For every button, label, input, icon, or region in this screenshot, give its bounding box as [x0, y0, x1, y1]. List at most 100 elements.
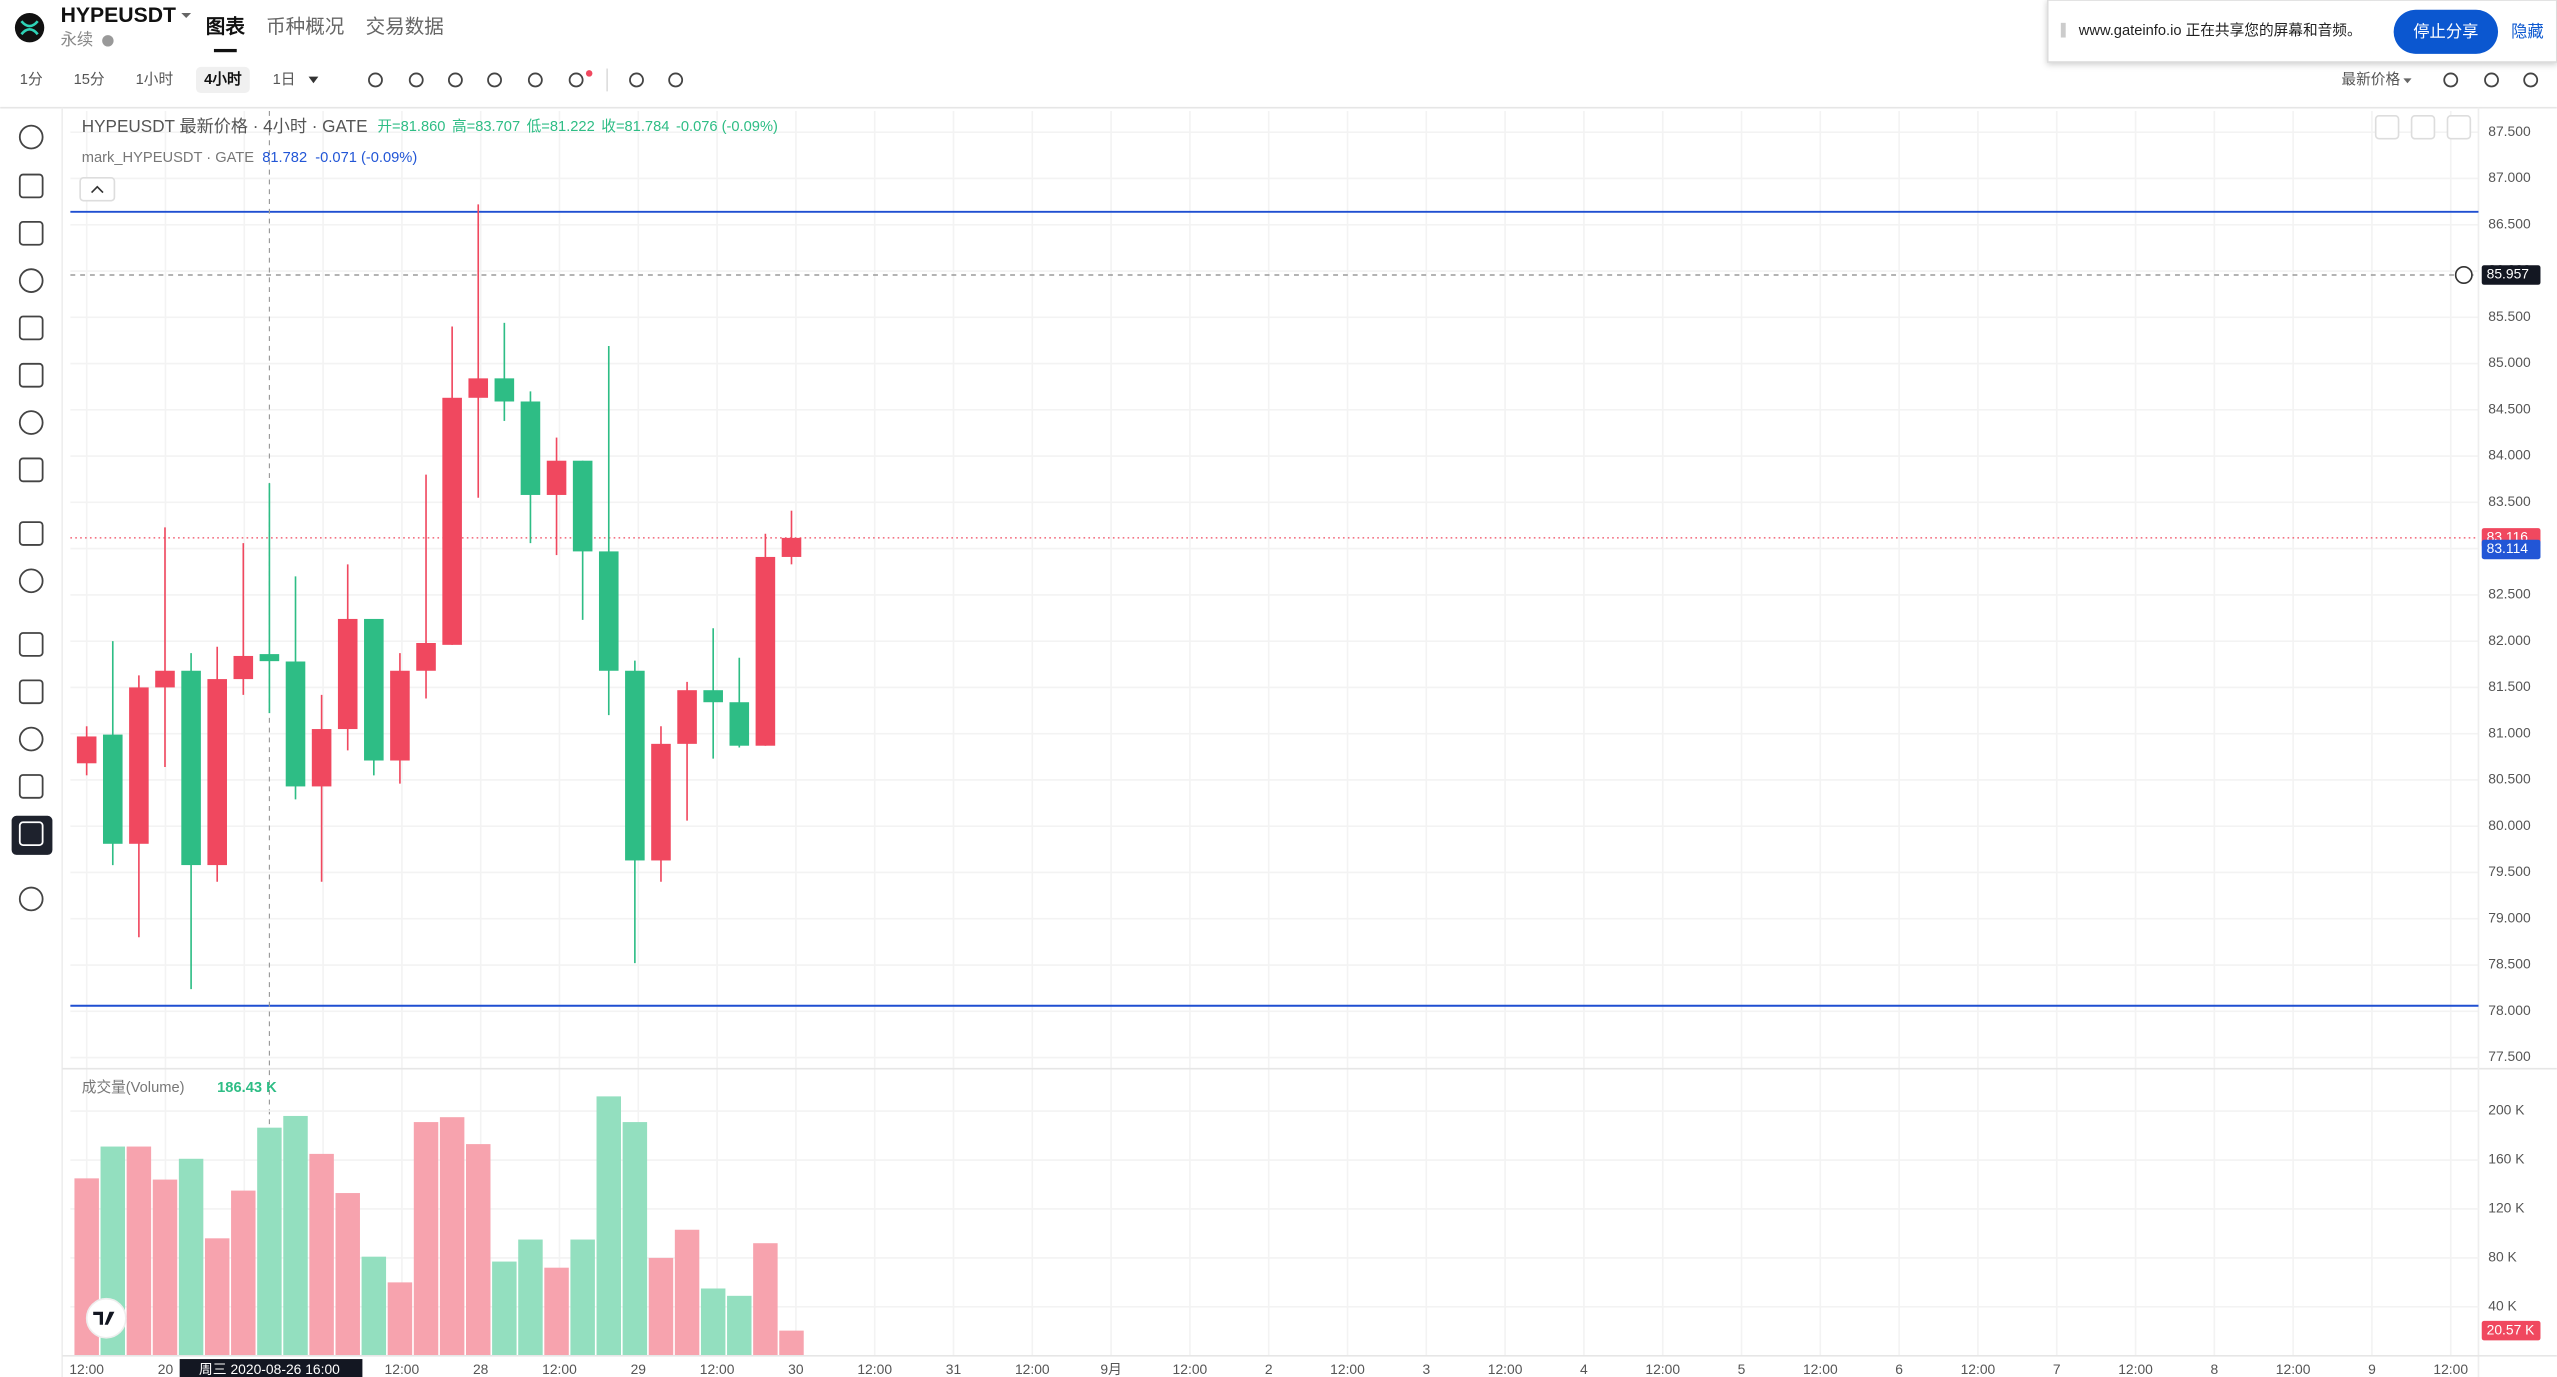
- toolbar-icon[interactable]: [2443, 72, 2459, 88]
- y-tick-label: 120 K: [2488, 1200, 2525, 1216]
- symbol[interactable]: HYPEUSDT: [61, 4, 176, 27]
- y-tick-label: 85.000: [2488, 354, 2531, 370]
- y-tick-label: 84.500: [2488, 400, 2531, 416]
- x-tick-label: 9月: [1100, 1361, 1122, 1377]
- volume-bar: [727, 1295, 752, 1356]
- tool-icon[interactable]: [18, 268, 44, 293]
- x-tick-label: 7: [2053, 1361, 2061, 1377]
- logo[interactable]: [14, 13, 45, 43]
- tv-logo: [85, 1297, 127, 1339]
- interval[interactable]: 1日: [273, 72, 296, 88]
- tool-icon[interactable]: [18, 726, 44, 752]
- stop-button[interactable]: [2393, 9, 2499, 54]
- candle-body: [233, 655, 254, 680]
- volume-bar: [309, 1153, 334, 1356]
- tool-icon[interactable]: [18, 774, 44, 799]
- toolbar-icon[interactable]: [668, 72, 684, 88]
- toolbar-icon[interactable]: [408, 72, 424, 88]
- logo-mark: [20, 20, 39, 36]
- x-tick-label: 6: [1895, 1361, 1903, 1377]
- mark-legend: 81.782: [262, 150, 307, 166]
- y-tick-label: 80.500: [2488, 771, 2531, 787]
- price-label-bg: [2481, 265, 2541, 285]
- tab[interactable]: 币种概况: [266, 16, 344, 38]
- candle-body: [207, 679, 227, 866]
- volume-bar: [152, 1179, 178, 1356]
- volume-bar: [596, 1096, 621, 1356]
- interval[interactable]: 1分: [20, 71, 43, 88]
- x-tick-label: 29: [631, 1361, 647, 1377]
- price-mode[interactable]: 最新价格: [2341, 71, 2400, 88]
- y-tick-label: 87.000: [2488, 169, 2531, 185]
- x-tick-label: 12:00: [1015, 1361, 1050, 1377]
- interval[interactable]: 15分: [74, 71, 105, 88]
- toolbar-icon[interactable]: [368, 72, 383, 88]
- interval[interactable]: 4小时: [204, 71, 242, 88]
- mark-title: mark_HYPEUSDT · GATE: [82, 150, 255, 166]
- volume-bar: [544, 1267, 569, 1356]
- crosshair-label: 周三 2020-08-26 16:00: [199, 1361, 340, 1377]
- tool-icon[interactable]: [18, 679, 44, 705]
- x-tick-label: 12:00: [2118, 1361, 2153, 1377]
- dropdown-arrow: [2403, 78, 2412, 84]
- candle-body: [703, 690, 723, 703]
- candle-body: [285, 661, 306, 787]
- candle-body: [781, 537, 802, 557]
- tool-icon[interactable]: [18, 821, 44, 847]
- tab[interactable]: 交易数据: [366, 16, 444, 38]
- x-tick-label: 28: [473, 1361, 489, 1377]
- collapse-arrow: [90, 185, 104, 194]
- tool-icon[interactable]: [18, 457, 44, 483]
- add-alert-btn[interactable]: [2454, 266, 2473, 284]
- candle-body: [259, 654, 280, 662]
- x-tick-label: 12:00: [1173, 1361, 1208, 1377]
- volume-bar: [204, 1238, 230, 1356]
- x-tick-label: 12:00: [1488, 1361, 1523, 1377]
- candle-body: [181, 670, 201, 866]
- volume-bar: [231, 1190, 256, 1356]
- volume-readout: 186.43 K: [217, 1080, 277, 1096]
- volume-bar: [439, 1117, 465, 1356]
- tool-icon[interactable]: [18, 632, 44, 657]
- tab[interactable]: 图表: [206, 15, 246, 38]
- toolbar-icon[interactable]: [2523, 72, 2539, 88]
- stop-button-label[interactable]: 停止分享: [2413, 23, 2478, 41]
- candle-body: [546, 460, 567, 495]
- x-tick-label: 5: [1738, 1361, 1746, 1377]
- y-tick-label: 85.500: [2488, 308, 2531, 324]
- tool-icon[interactable]: [18, 124, 44, 150]
- collapse-btn[interactable]: [79, 177, 116, 202]
- y-tick-label: 200 K: [2488, 1102, 2525, 1118]
- tool-icon[interactable]: [18, 315, 44, 341]
- x-tick-label: 30: [788, 1361, 804, 1377]
- pane-button[interactable]: [2374, 115, 2400, 140]
- x-tick-label: 8: [2210, 1361, 2218, 1377]
- y-tick-label: 84.000: [2488, 447, 2531, 463]
- tool-icon[interactable]: [18, 220, 44, 246]
- tool-icon[interactable]: [18, 568, 44, 594]
- toolbar-icon[interactable]: [629, 72, 644, 88]
- candle-body: [651, 743, 671, 861]
- tool-icon[interactable]: [18, 362, 44, 388]
- toolbar-icon[interactable]: [568, 72, 584, 88]
- y-tick-label: 81.000: [2488, 724, 2531, 740]
- candle-body: [494, 378, 515, 402]
- hide-button[interactable]: 隐藏: [2511, 23, 2544, 41]
- interval[interactable]: 1小时: [136, 71, 174, 88]
- pane-button[interactable]: [2446, 115, 2472, 140]
- tool-icon[interactable]: [18, 521, 44, 546]
- share-text: www.gateinfo.io 正在共享您的屏幕和音频。: [2078, 22, 2362, 39]
- x-tick-label: 2: [1265, 1361, 1273, 1377]
- tool-icon[interactable]: [18, 410, 44, 435]
- pane-button[interactable]: [2410, 115, 2436, 140]
- dropdown-arrow: [308, 76, 319, 84]
- candle-body: [755, 556, 776, 746]
- y-tick-label: 79.000: [2488, 909, 2531, 925]
- toolbar-icon[interactable]: [487, 72, 502, 88]
- tool-icon[interactable]: [18, 886, 44, 912]
- tool-icon[interactable]: [18, 173, 44, 199]
- toolbar-icon[interactable]: [447, 72, 463, 88]
- toolbar-icon[interactable]: [2484, 72, 2499, 88]
- toolbar-icon[interactable]: [527, 72, 543, 88]
